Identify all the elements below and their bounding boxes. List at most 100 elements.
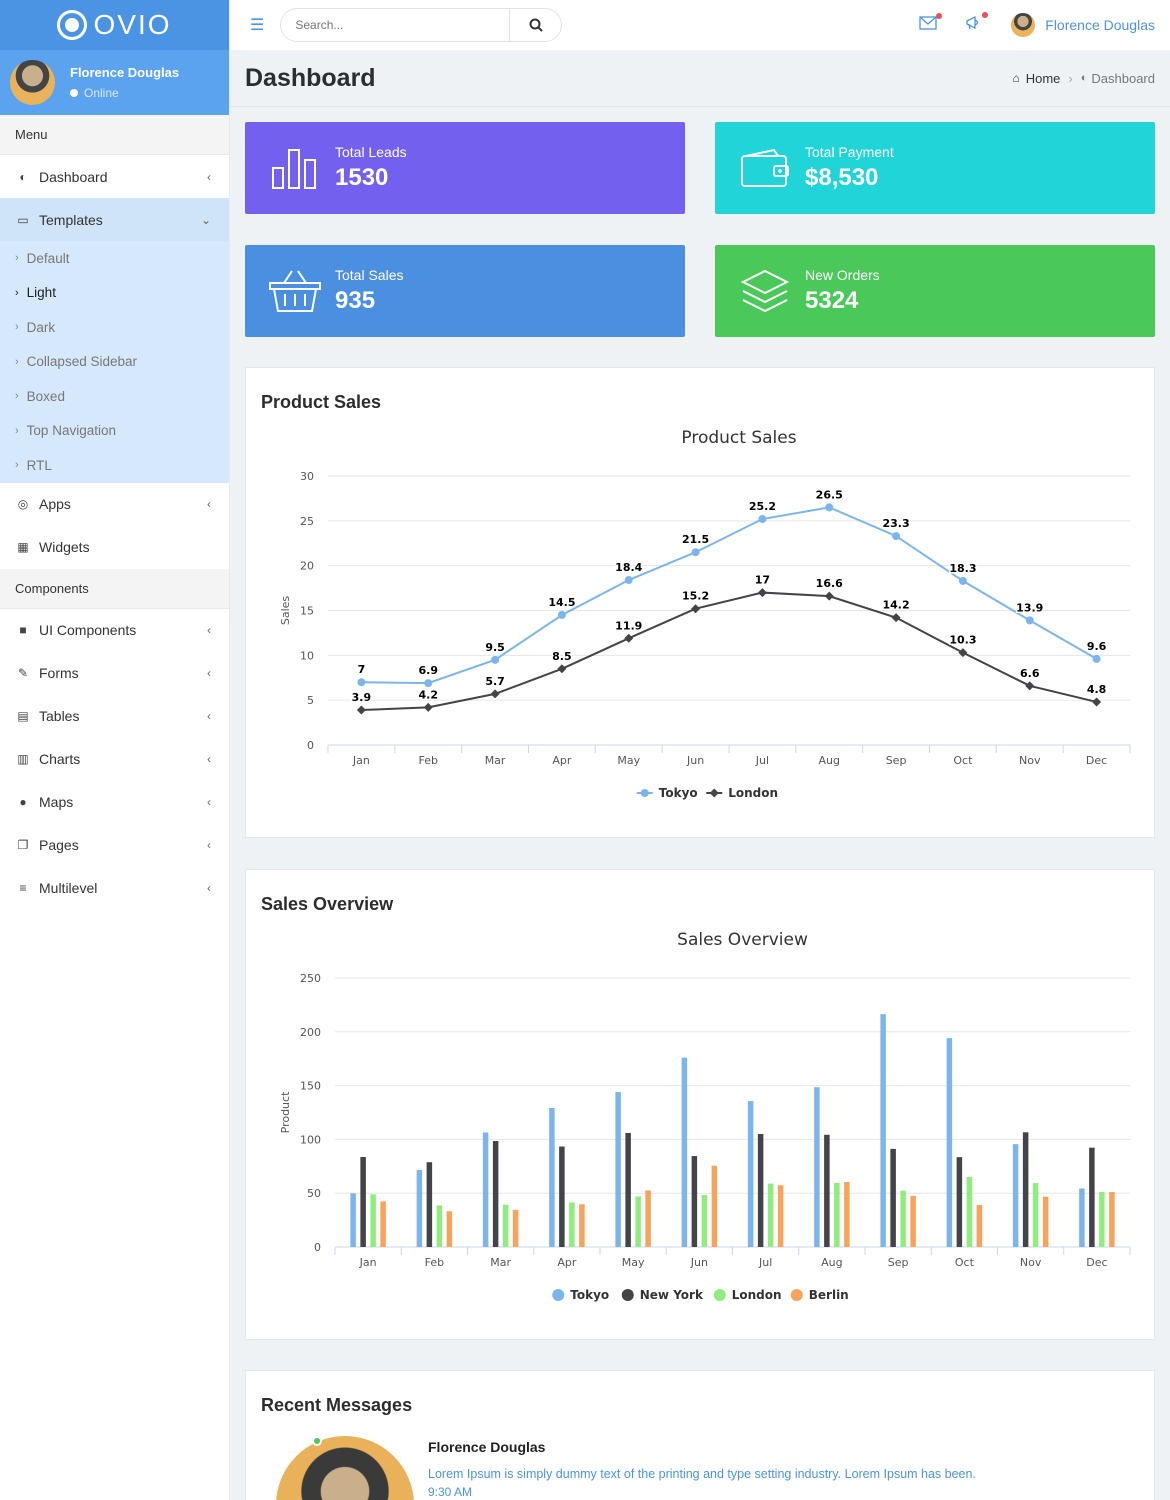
- sidebar-item-widgets[interactable]: ▦ Widgets: [0, 526, 229, 569]
- data-label: 4.2: [419, 688, 439, 701]
- y-axis-label: Product: [279, 1091, 292, 1133]
- data-label: 9.5: [485, 641, 505, 654]
- message-item[interactable]: Florence Douglas Lorem Ipsum is simply d…: [246, 1416, 1154, 1500]
- dashboard-icon: ◐: [1080, 72, 1088, 84]
- sidebar-item-charts[interactable]: ▥ Charts ‹: [0, 738, 229, 781]
- search-input[interactable]: [281, 18, 510, 32]
- bar: [569, 1202, 575, 1247]
- stat-label: Total Leads: [335, 144, 407, 160]
- stat-card-total-leads[interactable]: Total Leads 1530: [245, 122, 685, 214]
- chevron-left-icon: ‹: [207, 795, 211, 809]
- panel-title: Recent Messages: [261, 1395, 413, 1415]
- data-point: [357, 678, 366, 687]
- x-tick-label: Sep: [886, 754, 907, 767]
- x-tick-label: Mar: [485, 754, 506, 767]
- sidebar-item-multilevel[interactable]: ≡ Multilevel ‹: [0, 867, 229, 910]
- sidebar-subitem-label: Boxed: [26, 388, 65, 404]
- chart-title: Sales Overview: [677, 930, 808, 950]
- envelope-icon: [919, 15, 937, 30]
- logo-text: OVIO: [93, 9, 172, 40]
- sidebar-item-label: UI Components: [39, 622, 137, 638]
- sidebar-item-ui-components[interactable]: ■ UI Components ‹: [0, 609, 229, 652]
- data-label: 10.3: [949, 634, 976, 647]
- sidebar-subitem-boxed[interactable]: › Boxed: [0, 379, 229, 414]
- chevron-left-icon: ‹: [207, 881, 211, 895]
- breadcrumb: ⌂ Home › ◐ Dashboard: [1012, 71, 1155, 86]
- x-tick-label: Apr: [552, 754, 572, 767]
- data-point: [958, 648, 968, 658]
- bar: [350, 1193, 356, 1247]
- legend-label: Tokyo: [570, 1288, 609, 1302]
- sidebar-subitem-default[interactable]: › Default: [0, 241, 229, 276]
- sidebar-item-dashboard[interactable]: ◐ Dashboard ‹: [0, 155, 229, 198]
- sidebar-subitem-top-navigation[interactable]: › Top Navigation: [0, 414, 229, 449]
- avatar[interactable]: [1011, 13, 1036, 37]
- user-status: Online: [70, 86, 179, 100]
- wallet-icon: [735, 148, 795, 188]
- stat-label: New Orders: [805, 267, 880, 283]
- legend-item: Tokyo: [552, 1288, 609, 1302]
- sidebar-item-templates[interactable]: ▭ Templates ⌄: [0, 198, 229, 241]
- logo[interactable]: OVIO: [0, 0, 229, 50]
- sidebar-item-maps[interactable]: ● Maps ‹: [0, 781, 229, 824]
- top-user-name[interactable]: Florence Douglas: [1045, 17, 1155, 33]
- bar: [844, 1182, 850, 1247]
- avatar[interactable]: [10, 60, 55, 105]
- bar: [1109, 1192, 1115, 1247]
- bar: [946, 1038, 953, 1247]
- x-tick-label: Jun: [686, 754, 704, 767]
- basket-icon: [265, 269, 325, 313]
- x-tick-label: Jul: [755, 754, 769, 767]
- bar: [757, 1134, 764, 1247]
- avatar[interactable]: [276, 1436, 414, 1500]
- bar: [900, 1190, 906, 1247]
- edit-icon: ✎: [17, 666, 29, 680]
- bar: [380, 1201, 386, 1247]
- announcements-button[interactable]: [965, 11, 989, 36]
- sidebar-item-pages[interactable]: ❐ Pages ‹: [0, 824, 229, 867]
- x-tick-label: Aug: [819, 754, 840, 767]
- bar-chart-icon: [265, 146, 325, 190]
- bar: [880, 1014, 886, 1247]
- search-box: [280, 8, 563, 42]
- data-label: 15.2: [682, 590, 709, 603]
- data-point: [691, 604, 701, 614]
- legend-label: London: [728, 786, 778, 800]
- bar: [834, 1182, 840, 1247]
- data-point: [757, 588, 767, 598]
- x-tick-label: Apr: [557, 1256, 577, 1269]
- data-label: 21.5: [682, 533, 709, 546]
- data-point: [490, 689, 500, 699]
- logo-icon: [57, 10, 88, 40]
- messages-button[interactable]: [919, 12, 943, 35]
- data-label: 11.9: [615, 619, 642, 632]
- sidebar-item-label: Apps: [39, 496, 71, 512]
- y-tick-label: 250: [300, 972, 321, 985]
- sidebar-item-label: Templates: [39, 211, 103, 228]
- stat-card-total-payment[interactable]: Total Payment $8,530: [715, 122, 1155, 214]
- bar: [360, 1157, 366, 1247]
- stat-value: 1530: [335, 164, 389, 191]
- sidebar-subitem-collapsed-sidebar[interactable]: › Collapsed Sidebar: [0, 345, 229, 380]
- sidebar-subitem-label: Collapsed Sidebar: [26, 354, 137, 370]
- topbar: ☰ Florence Douglas: [230, 0, 1170, 50]
- user-name[interactable]: Florence Douglas: [70, 65, 180, 80]
- monitor-icon: ▭: [17, 212, 29, 227]
- sidebar-item-forms[interactable]: ✎ Forms ‹: [0, 652, 229, 695]
- chevron-down-icon: ⌄: [200, 212, 211, 227]
- breadcrumb-home-link[interactable]: Home: [1025, 70, 1061, 86]
- data-label: 14.2: [883, 599, 910, 612]
- sidebar-item-tables[interactable]: ▤ Tables ‹: [0, 695, 229, 738]
- search-button[interactable]: [509, 9, 561, 41]
- y-tick-label: 25: [300, 515, 314, 528]
- bar: [502, 1204, 509, 1247]
- hamburger-menu-icon[interactable]: ☰: [250, 17, 265, 34]
- sidebar-subitem-dark[interactable]: › Dark: [0, 310, 229, 345]
- sidebar-subitem-light[interactable]: › Light: [0, 276, 229, 311]
- y-tick-label: 10: [300, 649, 314, 662]
- sidebar-subitem-rtl[interactable]: › RTL: [0, 448, 229, 483]
- bar: [747, 1101, 754, 1247]
- sidebar-item-apps[interactable]: ◎ Apps ‹: [0, 483, 229, 526]
- stat-card-total-sales[interactable]: Total Sales 935: [245, 245, 685, 337]
- stat-card-new-orders[interactable]: New Orders 5324: [715, 245, 1155, 337]
